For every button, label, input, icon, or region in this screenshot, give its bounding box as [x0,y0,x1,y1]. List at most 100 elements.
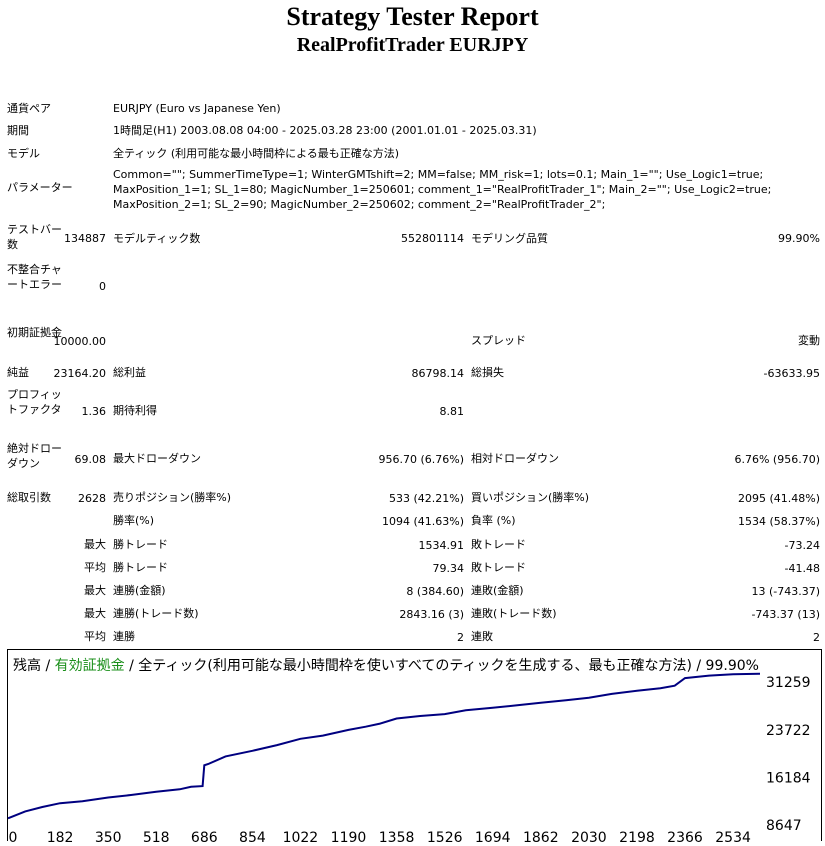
cons-losses-value: 13 (-743.37) [751,585,820,598]
x-tick-label: 686 [191,830,218,846]
deposit-value: 10000.00 [53,335,107,348]
gross-loss-value: -63633.95 [763,367,820,380]
bars-label: テストバー数 [7,223,62,251]
avg-cons-losses-value: 2 [813,631,820,644]
winrate-label: 勝率(%) [113,514,155,527]
ticks-value: 552801114 [401,232,464,245]
avg-cons-wins-value: 2 [457,631,464,644]
cons-losses-label: 連敗(金額) [471,584,524,597]
y-tick-label: 31259 [766,675,811,691]
gross-profit-value: 86798.14 [411,367,465,380]
winrate-value: 1094 (41.63%) [381,515,464,528]
period-value: 1時間足(H1) 2003.08.08 04:00 - 2025.03.28 2… [113,124,537,137]
x-tick-label: 1862 [523,830,559,846]
net-value: 23164.20 [53,367,107,380]
x-tick-label: 1022 [283,830,319,846]
x-tick-label: 2030 [571,830,607,846]
cons-loss-label: 連敗(トレード数) [471,607,557,620]
avg-label-2: 平均 [84,630,106,643]
largest-loss-value: -73.24 [784,539,820,552]
long-value: 2095 (41.48%) [737,492,820,505]
x-tick-label: 182 [47,830,74,846]
pf-value: 1.36 [81,405,107,418]
long-label: 買いポジション(勝率%) [471,491,590,504]
cons-loss-value: -743.37 (13) [751,608,820,621]
cons-profit-label: 連勝(トレード数) [113,607,199,620]
params-value: Common=""; SummerTimeType=1; WinterGMTsh… [113,168,772,211]
bars-value: 134887 [64,232,106,245]
short-label: 売りポジション(勝率%) [113,491,232,504]
pair-value: EURJPY (Euro vs Japanese Yen) [113,102,281,115]
balance-chart [7,649,822,841]
cons-wins-value: 8 (384.60) [406,585,464,598]
pf-label: プロフィットファクタ [7,388,62,416]
cons-wins-label: 連勝(金額) [113,584,166,597]
y-tick-label: 23722 [766,723,811,739]
x-tick-label: 1526 [427,830,463,846]
y-tick-label: 8647 [766,818,802,834]
x-tick-label: 2366 [667,830,703,846]
ticks-label: モデルティック数 [113,232,201,245]
cons-profit-value: 2843.16 (3) [399,608,464,621]
x-tick-label: 854 [239,830,266,846]
x-tick-label: 1694 [475,830,511,846]
x-tick-label: 0 [9,830,18,846]
max-label-1: 最大 [84,538,106,551]
model-value: 全ティック (利用可能な最小時間枠による最も正確な方法) [113,147,400,160]
max-label-3: 最大 [84,607,106,620]
balance-legend: 残高 [13,658,41,674]
params-label: パラメーター [7,181,73,194]
legend-description: / 全ティック(利用可能な最小時間枠を使いすべてのティックを生成する、最も正確な… [124,658,759,674]
x-tick-label: 2534 [715,830,751,846]
chart-legend: 残高 / 有効証拠金 / 全ティック(利用可能な最小時間枠を使いすべてのティック… [13,655,759,675]
expected-label: 期待利得 [113,404,157,417]
lossrate-value: 1534 (58.37%) [737,515,820,528]
deposit-label: 初期証拠金 [7,326,62,339]
avg-label-1: 平均 [84,561,106,574]
x-tick-label: 2198 [619,830,655,846]
mismatch-label: 不整合チャートエラー [7,263,62,291]
gross-profit-label: 総利益 [113,366,146,379]
lossrate-label: 負率 (%) [471,514,516,527]
expected-value: 8.81 [439,405,465,418]
quality-value: 99.90% [778,232,820,245]
pair-label: 通貨ペア [7,102,51,115]
largest-win-value: 1534.91 [418,539,465,552]
legend-separator: / [41,658,55,674]
gross-loss-label: 総損失 [471,366,504,379]
avg-cons-wins-label: 連勝 [113,630,135,643]
net-label: 純益 [7,366,29,379]
max-label-2: 最大 [84,584,106,597]
trades-label: 総取引数 [7,491,51,504]
spread-value: 変動 [798,334,820,347]
mismatch-value: 0 [99,280,106,293]
x-tick-label: 518 [143,830,170,846]
rel-dd-label: 相対ドローダウン [471,452,559,465]
trades-value: 2628 [78,492,106,505]
avg-win-value: 79.34 [432,562,465,575]
balance-line [7,672,761,820]
short-value: 533 (42.21%) [388,492,464,505]
avg-win-label: 勝トレード [113,561,168,574]
avg-loss-label: 敗トレード [471,561,526,574]
avg-cons-losses-label: 連敗 [471,630,493,643]
largest-loss-label: 敗トレード [471,538,526,551]
period-label: 期間 [7,124,29,137]
report-title: Strategy Tester Report [286,2,539,31]
max-dd-value: 956.70 (6.76%) [378,453,464,466]
max-dd-label: 最大ドローダウン [113,452,201,465]
abs-dd-value: 69.08 [74,453,107,466]
x-tick-label: 1358 [379,830,415,846]
x-tick-label: 1190 [331,830,367,846]
model-label: モデル [7,147,40,160]
avg-loss-value: -41.48 [784,562,820,575]
rel-dd-value: 6.76% (956.70) [734,453,820,466]
report-subtitle: RealProfitTrader EURJPY [296,34,529,56]
quality-label: モデリング品質 [471,232,548,245]
x-tick-label: 350 [95,830,122,846]
abs-dd-label: 絶対ドローダウン [7,442,62,470]
y-tick-label: 16184 [766,770,811,786]
largest-win-label: 勝トレード [113,538,168,551]
equity-legend: 有効証拠金 [54,658,125,674]
